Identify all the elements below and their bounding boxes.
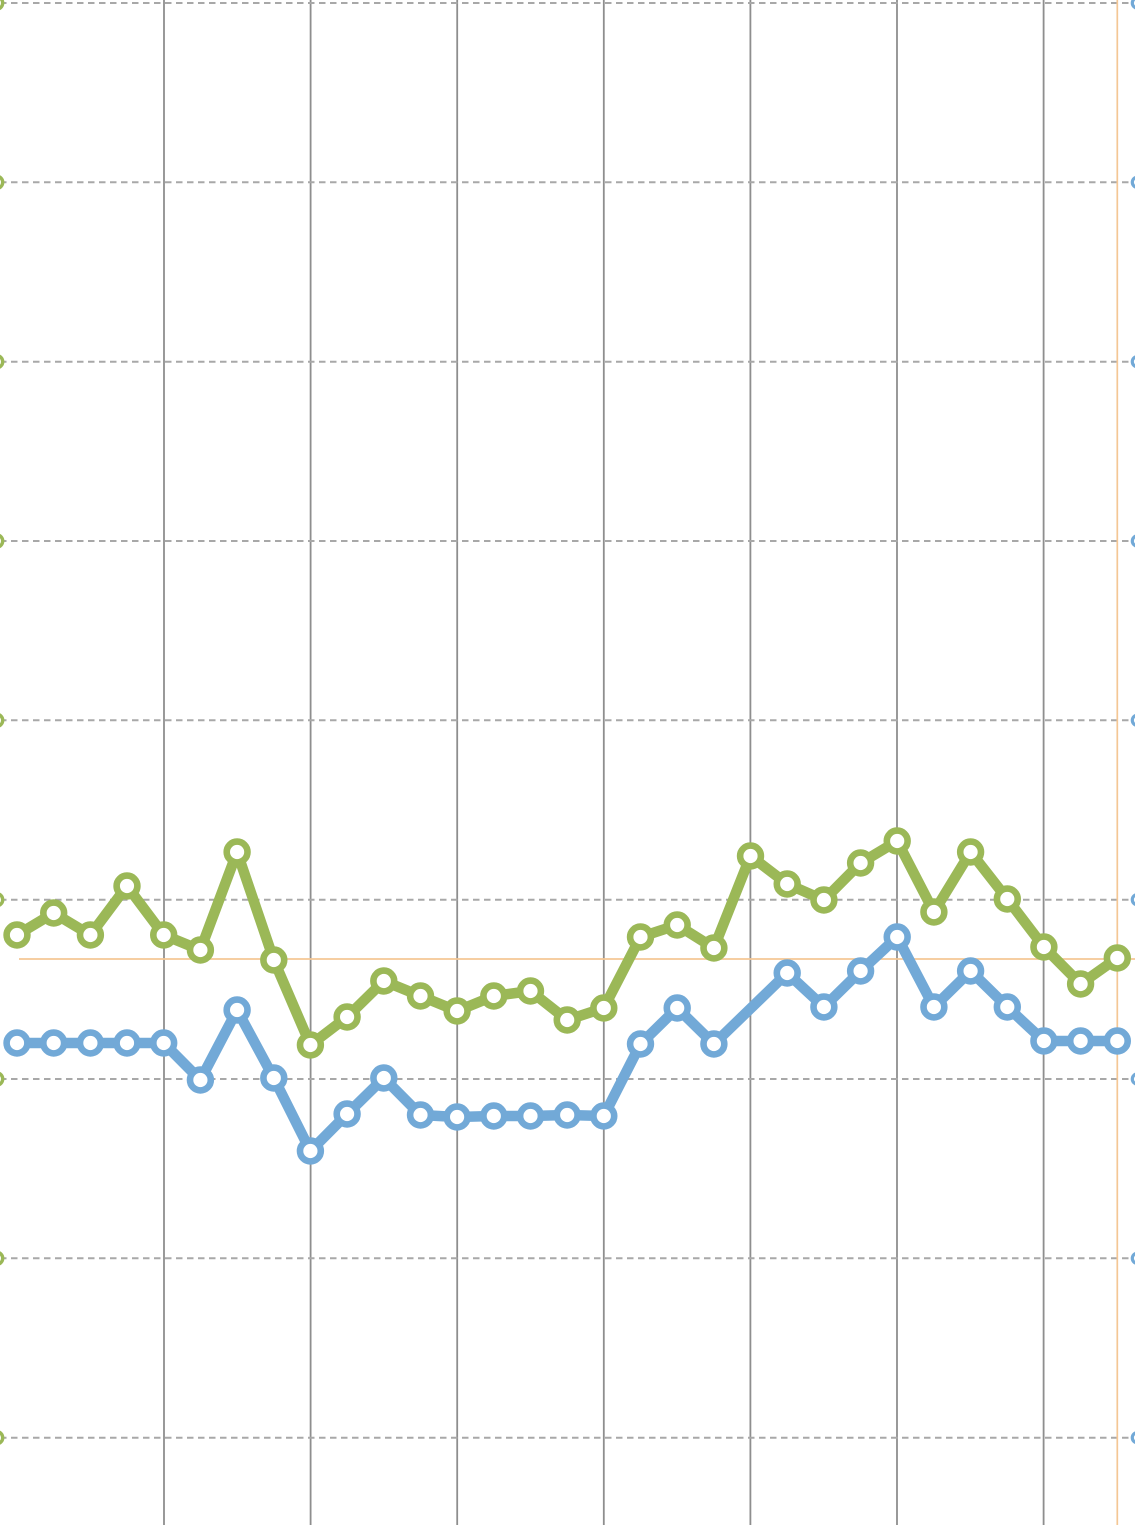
green-series-data-point-marker[interactable] xyxy=(846,849,875,877)
green-series-data-point-marker[interactable] xyxy=(883,827,911,855)
blue-series-data-point-marker[interactable] xyxy=(1103,1027,1132,1055)
blue-series-data-point-marker[interactable] xyxy=(920,993,948,1021)
green-series-data-point-marker[interactable] xyxy=(443,997,471,1025)
blue-series-data-point-marker[interactable] xyxy=(223,996,251,1024)
right-axis-label-fragment xyxy=(1130,713,1135,727)
green-series-data-point-marker[interactable] xyxy=(150,921,178,949)
crosshair-group xyxy=(19,0,1135,1525)
right-axis-label-fragment xyxy=(1130,893,1135,907)
green-series-data-point-marker[interactable] xyxy=(113,872,141,900)
green-series-data-point-marker[interactable] xyxy=(333,1003,361,1031)
green-series-data-point-marker[interactable] xyxy=(663,911,691,939)
blue-series-data-point-marker[interactable] xyxy=(113,1029,141,1057)
green-series-data-point-marker[interactable] xyxy=(3,921,31,949)
blue-series-data-point-marker[interactable] xyxy=(443,1103,471,1131)
blue-series-data-point-marker[interactable] xyxy=(1030,1027,1058,1055)
right-axis-label-fragment xyxy=(1130,0,1135,10)
left-axis-label-fragment xyxy=(0,533,5,549)
left-axis-label-fragment xyxy=(0,1251,5,1266)
green-series-data-point-marker[interactable] xyxy=(773,870,801,898)
green-series-data-point-marker[interactable] xyxy=(76,921,105,949)
left-axis-label-fragment xyxy=(0,0,5,11)
green-series-data-point-marker[interactable] xyxy=(590,994,618,1022)
blue-series-data-point-marker[interactable] xyxy=(40,1029,68,1057)
green-series-data-point-marker[interactable] xyxy=(993,885,1021,913)
blue-series-data-point-marker[interactable] xyxy=(773,959,801,987)
green-series-data-point-marker[interactable] xyxy=(260,946,288,974)
green-series-group xyxy=(3,827,1132,1059)
blue-series-data-point-marker[interactable] xyxy=(150,1029,178,1057)
right-axis-label-fragment xyxy=(1130,175,1135,189)
green-series-data-point-marker[interactable] xyxy=(810,886,838,914)
left-axis-label-fragment xyxy=(0,1071,5,1087)
blue-series-data-point-marker[interactable] xyxy=(333,1100,361,1128)
left-axis-label-fragment xyxy=(0,892,5,907)
green-series-data-point-marker[interactable] xyxy=(700,934,728,962)
green-series-data-point-marker[interactable] xyxy=(920,898,948,926)
blue-series-data-point-marker[interactable] xyxy=(883,923,911,951)
blue-series-data-point-marker[interactable] xyxy=(516,1102,545,1130)
green-series-data-point-marker[interactable] xyxy=(1030,933,1058,961)
blue-series-data-point-marker[interactable] xyxy=(76,1029,105,1057)
blue-series-data-point-marker[interactable] xyxy=(3,1029,31,1057)
right-axis-label-fragment xyxy=(1130,1251,1135,1265)
vertical-gridlines-group xyxy=(163,0,1045,1525)
green-series-data-point-marker[interactable] xyxy=(626,923,655,951)
blue-series-data-point-marker[interactable] xyxy=(553,1101,581,1129)
blue-series-data-point-marker[interactable] xyxy=(993,993,1021,1021)
right-axis-label-fragment xyxy=(1130,1431,1135,1445)
green-series-data-point-marker[interactable] xyxy=(296,1031,325,1059)
blue-series-data-point-marker[interactable] xyxy=(700,1030,728,1058)
green-series-data-point-marker[interactable] xyxy=(480,982,508,1010)
blue-series-data-point-marker[interactable] xyxy=(260,1064,288,1092)
green-series-data-point-marker[interactable] xyxy=(956,838,985,866)
blue-series-data-point-marker[interactable] xyxy=(590,1102,618,1130)
blue-series-data-point-marker[interactable] xyxy=(370,1064,398,1092)
blue-series-data-point-marker[interactable] xyxy=(810,993,838,1021)
horizontal-gridlines-group xyxy=(0,2,1135,1439)
blue-series-data-point-marker[interactable] xyxy=(480,1102,508,1130)
right-axis-label-fragment xyxy=(1130,1072,1135,1086)
green-series-data-point-marker[interactable] xyxy=(223,838,251,866)
green-series-data-point-marker[interactable] xyxy=(40,899,68,927)
right-axis-label-fragment xyxy=(1130,355,1135,369)
blue-series-data-point-marker[interactable] xyxy=(406,1101,435,1129)
left-axis-label-fragment xyxy=(0,175,5,190)
green-series-data-point-marker[interactable] xyxy=(516,977,545,1005)
blue-series-data-point-marker[interactable] xyxy=(1066,1027,1095,1055)
left-axis-label-fragment xyxy=(0,354,5,369)
blue-series-data-point-marker[interactable] xyxy=(846,957,875,985)
green-series-data-point-marker[interactable] xyxy=(553,1006,581,1034)
blue-series-data-point-marker[interactable] xyxy=(626,1030,655,1058)
green-series-data-point-marker[interactable] xyxy=(370,967,398,995)
right-axis-label-fragment xyxy=(1130,534,1135,548)
left-axis-label-fragment xyxy=(0,713,5,728)
green-series-data-point-marker[interactable] xyxy=(406,982,435,1010)
blue-series-data-point-marker[interactable] xyxy=(663,994,691,1022)
axis-label-fragments-group xyxy=(0,0,1135,1445)
green-series-data-point-marker[interactable] xyxy=(186,936,215,964)
green-series-data-point-marker[interactable] xyxy=(1103,944,1132,972)
blue-series-data-point-marker[interactable] xyxy=(956,957,985,985)
blue-series-group xyxy=(3,923,1132,1165)
blue-series-data-point-marker[interactable] xyxy=(186,1066,215,1094)
left-axis-label-fragment xyxy=(0,1430,5,1445)
green-series-data-point-marker[interactable] xyxy=(1066,970,1095,998)
blue-series-data-point-marker[interactable] xyxy=(296,1137,325,1165)
green-series-data-point-marker[interactable] xyxy=(736,842,765,870)
